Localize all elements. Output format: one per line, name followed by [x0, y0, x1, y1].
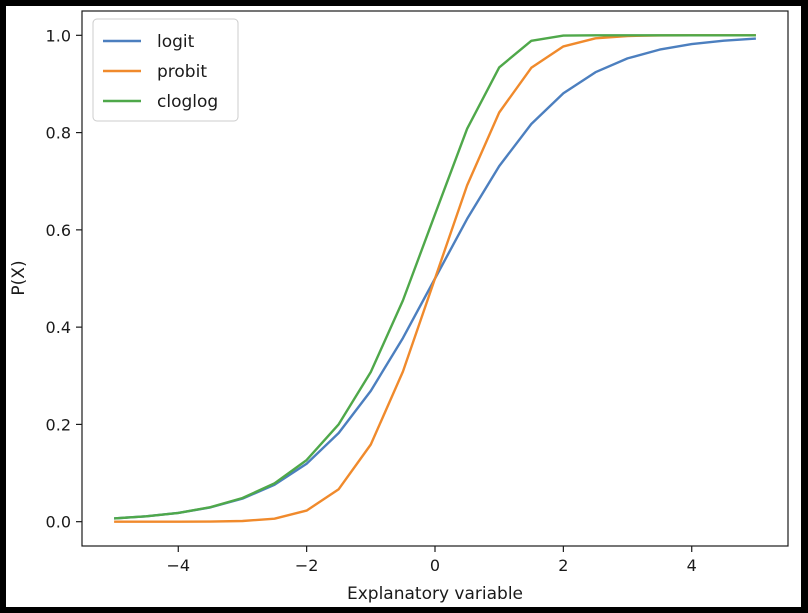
y-axis-label: P(X) — [9, 260, 29, 295]
x-tick-label: 4 — [687, 556, 697, 575]
y-tick-label: 0.6 — [46, 221, 71, 240]
series-curves — [114, 34, 756, 523]
legend-label-probit: probit — [157, 62, 207, 82]
x-axis-label: Explanatory variable — [347, 584, 523, 604]
y-tick-label: 0.8 — [46, 124, 71, 143]
legend-box — [92, 18, 239, 122]
legend: logit probit cloglog — [92, 18, 239, 122]
y-tick-label: 0.4 — [46, 318, 71, 337]
series-line-cloglog — [114, 34, 756, 520]
y-tick-label: 0.2 — [46, 415, 71, 434]
legend-label-cloglog: cloglog — [157, 92, 218, 112]
legend-label-logit: logit — [157, 32, 195, 52]
x-axis: −4 −2 0 2 4 — [166, 546, 697, 575]
x-tick-label: −4 — [166, 556, 190, 575]
chart: −4 −2 0 2 4 0.0 0.2 0.4 0.6 0.8 1.0 Explanatory v… — [9, 10, 789, 604]
y-tick-label: 0.0 — [46, 513, 71, 532]
x-tick-label: 0 — [430, 556, 440, 575]
y-tick-label: 1.0 — [46, 26, 71, 45]
figure-canvas: −4 −2 0 2 4 0.0 0.2 0.4 0.6 0.8 1.0 Explanatory v… — [6, 6, 801, 607]
x-tick-label: 2 — [558, 556, 568, 575]
y-axis: 0.0 0.2 0.4 0.6 0.8 1.0 — [46, 26, 82, 532]
x-tick-label: −2 — [295, 556, 319, 575]
